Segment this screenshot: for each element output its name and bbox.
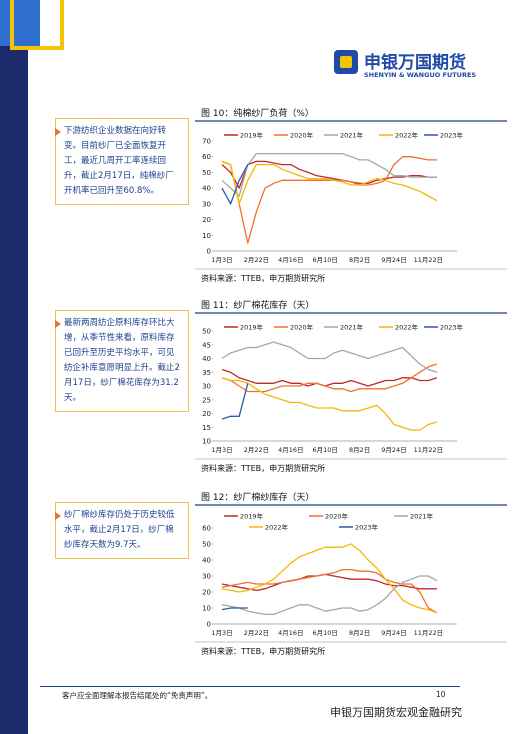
series-line xyxy=(221,341,438,373)
y-tick-label: 0 xyxy=(207,248,211,256)
legend-label: 2019年 xyxy=(240,131,264,140)
y-tick-label: 20 xyxy=(202,216,211,224)
y-tick-label: 0 xyxy=(207,621,211,629)
chart-title: 图 11：纱厂棉花库存（天） xyxy=(201,299,314,311)
x-tick-label: 4月16日 xyxy=(278,446,303,454)
x-tick-label: 11月22日 xyxy=(414,256,444,264)
x-tick-label: 9月24日 xyxy=(381,629,406,637)
series-line xyxy=(221,160,438,205)
y-tick-label: 40 xyxy=(202,185,211,193)
x-tick-label: 8月2日 xyxy=(349,629,370,637)
x-tick-label: 6月10日 xyxy=(312,629,337,637)
legend-label: 2023年 xyxy=(355,523,379,532)
y-tick-label: 70 xyxy=(202,138,211,146)
series-line xyxy=(221,363,438,393)
series-line xyxy=(221,543,438,614)
x-tick-label: 9月24日 xyxy=(381,256,406,264)
x-tick-label: 8月2日 xyxy=(349,256,370,264)
series-line xyxy=(221,573,437,592)
x-tick-label: 1月3日 xyxy=(211,256,232,264)
x-tick-label: 6月10日 xyxy=(312,256,337,264)
y-tick-label: 20 xyxy=(202,410,211,418)
y-tick-label: 30 xyxy=(202,200,211,208)
logo-icon-inner xyxy=(340,56,352,68)
legend-label: 2021年 xyxy=(410,512,434,521)
x-tick-label: 2月22日 xyxy=(244,256,269,264)
chart-source: 资料来源：TTEB，申万期货研究所 xyxy=(201,273,325,283)
x-tick-label: 2月22日 xyxy=(244,446,269,454)
y-tick-label: 40 xyxy=(202,355,211,363)
y-tick-label: 60 xyxy=(202,153,211,161)
legend-label: 2020年 xyxy=(290,131,314,140)
y-tick-label: 10 xyxy=(202,438,211,446)
series-line xyxy=(221,568,438,614)
legend-label: 2021年 xyxy=(340,323,364,332)
footer-rule xyxy=(40,686,460,687)
logo-sub: SHENYIN & WANGUO FUTURES xyxy=(364,71,477,79)
y-tick-label: 50 xyxy=(202,541,211,549)
chart-title: 图 12：纱厂棉纱库存（天） xyxy=(201,491,314,503)
legend-label: 2019年 xyxy=(240,512,264,521)
x-tick-label: 4月16日 xyxy=(278,256,303,264)
series-line xyxy=(221,164,249,205)
y-tick-label: 50 xyxy=(202,328,211,336)
legend-label: 2020年 xyxy=(325,512,349,521)
watermark: 申银万国期货宏观金融研究 xyxy=(330,706,462,719)
chart: 图 11：纱厂棉花库存（天） 10 15 20 25 30 35 40 45 50 1月3日 2月22… xyxy=(195,299,507,473)
series-line xyxy=(221,368,438,387)
y-tick-label: 25 xyxy=(202,396,211,404)
y-tick-label: 50 xyxy=(202,169,211,177)
chart-source: 资料来源：TTEB，申万期货研究所 xyxy=(201,646,325,656)
series-line xyxy=(221,575,438,616)
legend-label: 2022年 xyxy=(265,523,289,532)
series-line xyxy=(221,607,248,611)
y-tick-label: 10 xyxy=(202,605,211,613)
legend-label: 2023年 xyxy=(440,323,464,332)
y-tick-label: 60 xyxy=(202,525,211,533)
note: 纱厂棉纱库存仍处于历史较低水平，截止2月17日，纱厂棉纱库存天数为9.7天。 xyxy=(55,502,189,559)
x-tick-label: 2月22日 xyxy=(244,629,269,637)
series-line xyxy=(221,160,437,189)
chart-title: 图 10：纯棉纱厂负荷（%） xyxy=(201,107,314,119)
legend-label: 2020年 xyxy=(290,323,314,332)
legend-label: 2023年 xyxy=(440,131,464,140)
series-line xyxy=(221,377,438,431)
series-line xyxy=(221,152,437,197)
y-tick-label: 15 xyxy=(202,424,211,432)
disclaimer: 客户应全面理解本报告结尾处的“免责声明”。 xyxy=(62,691,213,700)
legend-label: 2021年 xyxy=(340,131,364,140)
note: 最新两周纺企原料库存环比大增，从季节性来看，原料库存已回升至历史平均水平，可见纺… xyxy=(55,310,189,412)
x-tick-label: 8月2日 xyxy=(349,446,370,454)
x-tick-label: 9月24日 xyxy=(381,446,406,454)
legend-label: 2019年 xyxy=(240,323,264,332)
y-tick-label: 20 xyxy=(202,589,211,597)
y-tick-label: 45 xyxy=(202,341,211,349)
page-number: 10 xyxy=(436,690,446,699)
x-tick-label: 11月22日 xyxy=(414,629,444,637)
legend-label: 2022年 xyxy=(395,131,419,140)
y-tick-label: 40 xyxy=(202,557,211,565)
logo-name: 申银万国期货 xyxy=(364,53,466,73)
x-tick-label: 1月3日 xyxy=(211,446,232,454)
x-tick-label: 4月16日 xyxy=(278,629,303,637)
x-tick-label: 11月22日 xyxy=(414,446,444,454)
chart-source: 资料来源：TTEB，申万期货研究所 xyxy=(201,463,325,473)
series-line xyxy=(221,383,249,420)
chart: 图 10：纯棉纱厂负荷（%） 0 10 20 30 40 50 60 70 1月3日 2月22日 4月… xyxy=(195,107,507,283)
y-tick-label: 35 xyxy=(202,369,211,377)
x-tick-label: 1月3日 xyxy=(211,629,232,637)
series-line xyxy=(221,156,437,244)
y-tick-label: 30 xyxy=(202,383,211,391)
note: 下游纺织企业数据在向好转变。目前纱厂已全面恢复开工，最近几周开工率连续回升，截止… xyxy=(55,118,189,205)
y-tick-label: 10 xyxy=(202,232,211,240)
legend-label: 2022年 xyxy=(395,323,419,332)
x-tick-label: 6月10日 xyxy=(312,446,337,454)
chart: 图 12：纱厂棉纱库存（天） 0 10 20 30 40 50 60 1月3日 2月22日 4月16… xyxy=(195,491,507,656)
left-decoration xyxy=(0,0,64,734)
y-tick-label: 30 xyxy=(202,573,211,581)
